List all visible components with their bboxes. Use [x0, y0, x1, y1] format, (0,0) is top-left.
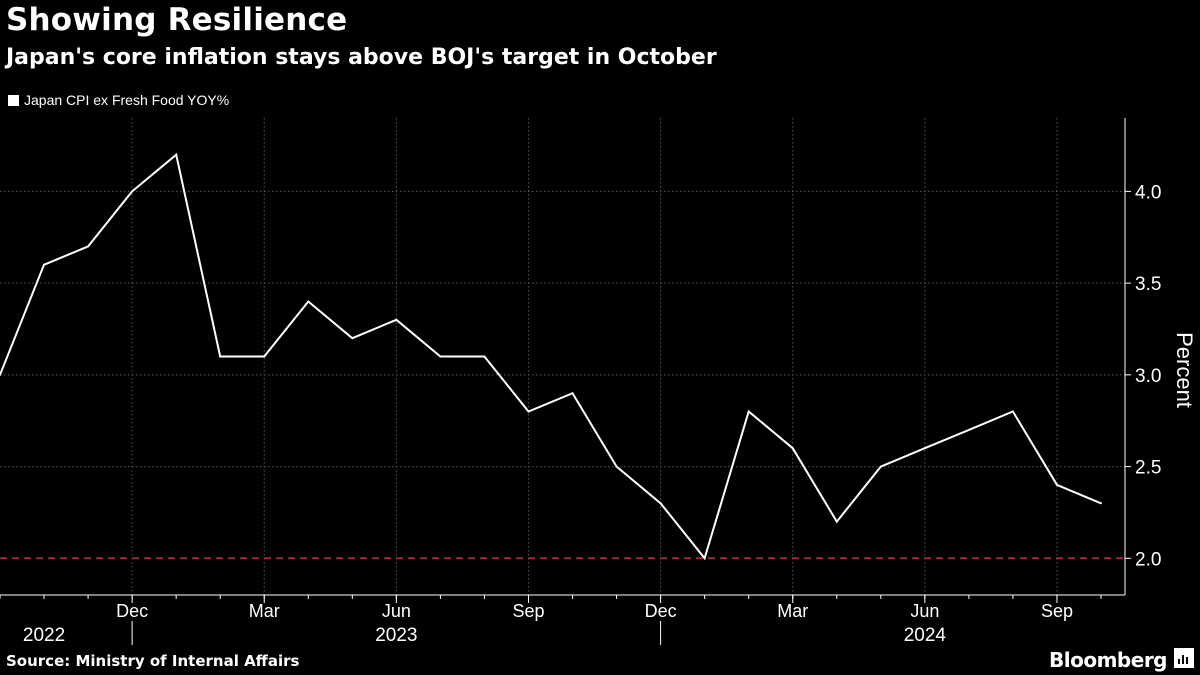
data-point — [1011, 410, 1014, 413]
data-point — [923, 447, 926, 450]
data-point — [351, 337, 354, 340]
data-point — [747, 410, 750, 413]
x-tick-label: Jun — [910, 601, 939, 621]
axes — [0, 118, 1131, 645]
year-label: 2023 — [375, 625, 417, 646]
year-label: 2022 — [23, 625, 65, 646]
x-tick-label: Dec — [116, 601, 148, 621]
y-axis-label: Percent — [1172, 332, 1197, 408]
source-note: Source: Ministry of Internal Affairs — [6, 652, 300, 670]
x-tick-label: Sep — [512, 601, 544, 621]
year-label: 2024 — [904, 625, 947, 646]
data-point — [307, 300, 310, 303]
series-line — [0, 152, 1102, 561]
data-point — [175, 153, 178, 156]
grid-lines — [0, 118, 1125, 595]
x-tick-label: Sep — [1041, 601, 1073, 621]
data-point — [659, 502, 662, 505]
data-point — [483, 355, 486, 358]
data-point — [43, 263, 46, 266]
legend-swatch — [8, 94, 19, 106]
y-tick-label: 2.0 — [1135, 549, 1161, 570]
data-point — [615, 465, 618, 468]
x-tick-label: Dec — [645, 601, 677, 621]
brand-logo: Bloomberg — [1049, 648, 1167, 672]
legend-label: Japan CPI ex Fresh Food YOY% — [24, 92, 230, 108]
x-tick-label: Mar — [249, 601, 280, 621]
data-point — [0, 373, 1, 376]
tick-labels: 2.0 2.5 3.0 3.5 4.0 Percent Dec Mar Jun Sep Dec Mar… — [23, 182, 1197, 646]
data-point — [395, 318, 398, 321]
y-tick-label: 3.5 — [1135, 274, 1161, 295]
data-point — [263, 355, 266, 358]
x-tick-label: Jun — [382, 601, 411, 621]
data-point — [879, 465, 882, 468]
data-point — [703, 557, 706, 560]
data-point — [439, 355, 442, 358]
data-point — [967, 428, 970, 431]
y-tick-label: 3.0 — [1135, 366, 1161, 387]
data-point — [1055, 483, 1058, 486]
data-point — [1100, 502, 1102, 505]
data-point — [791, 447, 794, 450]
y-tick-label: 2.5 — [1135, 458, 1161, 479]
y-tick-label: 4.0 — [1135, 182, 1161, 203]
series-layer — [0, 152, 1102, 561]
data-point — [571, 392, 574, 395]
bloomberg-chart-icon — [1174, 648, 1194, 668]
legend: Japan CPI ex Fresh Food YOY% — [8, 92, 229, 108]
data-point — [527, 410, 530, 413]
x-tick-label: Mar — [777, 601, 808, 621]
data-point — [219, 355, 222, 358]
data-point — [131, 190, 134, 193]
chart-title: Showing Resilience — [6, 2, 348, 38]
data-point — [835, 520, 838, 523]
data-point — [87, 245, 90, 248]
chart-subtitle: Japan's core inflation stays above BOJ's… — [6, 45, 717, 70]
